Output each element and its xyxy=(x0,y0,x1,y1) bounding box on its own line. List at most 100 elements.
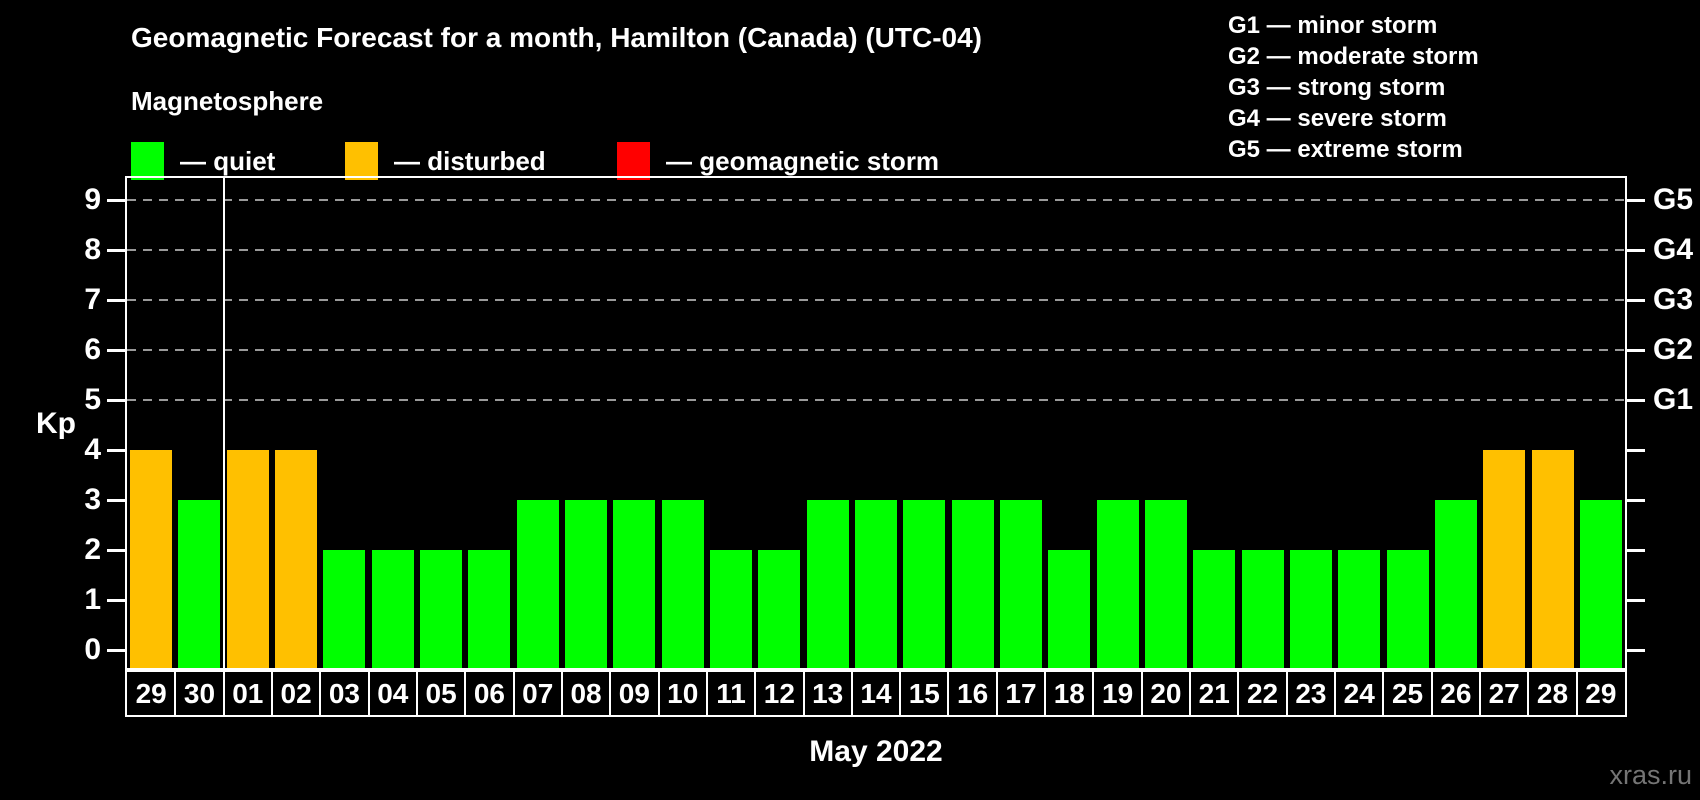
day-cell-divider xyxy=(174,670,177,717)
kp-bar xyxy=(130,450,173,668)
kp-bar xyxy=(275,450,318,668)
day-label-cell: 18 xyxy=(1053,678,1085,709)
day-cell-divider xyxy=(1189,670,1192,717)
kp-tick-label: 5 xyxy=(84,383,101,416)
day-label-cell: 11 xyxy=(716,678,746,709)
day-cell-divider xyxy=(899,670,902,717)
kp-tick-right xyxy=(1627,549,1645,552)
day-label-cell: 30 xyxy=(183,678,216,709)
day-label-cell: 08 xyxy=(570,678,602,709)
kp-tick-left xyxy=(107,399,125,402)
day-label-cell: 28 xyxy=(1536,678,1569,709)
kp-bar xyxy=(565,500,608,668)
month-separator-line xyxy=(222,178,225,668)
plot-border-bottom xyxy=(125,668,1627,670)
day-label-cell: 06 xyxy=(473,678,505,709)
storm-scale-g2: G2 — moderate storm xyxy=(1228,43,1479,70)
legend-label-storm: — geomagnetic storm xyxy=(666,145,940,176)
kp-bar xyxy=(226,450,269,668)
kp-bar xyxy=(371,550,414,668)
day-label-cell: 22 xyxy=(1246,678,1279,709)
kp-tick-label: 4 xyxy=(84,433,101,466)
storm-scale-g1: G1 — minor storm xyxy=(1228,12,1438,39)
day-label-cell: 01 xyxy=(232,678,264,709)
day-cell-divider xyxy=(995,670,998,717)
kp-bar xyxy=(178,500,221,668)
plot-border-top xyxy=(125,176,1627,178)
day-cell-divider xyxy=(1479,670,1482,717)
kp-tick-left xyxy=(107,449,125,452)
day-cell-divider xyxy=(1575,670,1578,717)
day-cell-divider xyxy=(754,670,757,717)
kp-bar xyxy=(710,550,753,668)
kp-tick-left xyxy=(107,299,125,302)
kp-bar xyxy=(1338,550,1381,668)
y-axis-right xyxy=(1625,176,1627,670)
kp-bar xyxy=(468,550,511,668)
day-label-cell: 17 xyxy=(1005,678,1037,709)
day-label-cell: 05 xyxy=(425,678,457,709)
day-label-cell: 12 xyxy=(763,678,795,709)
day-cell-divider xyxy=(319,670,322,717)
kp-tick-label: 1 xyxy=(84,583,101,616)
kp-bar xyxy=(1048,550,1091,668)
day-cell-divider xyxy=(1430,670,1433,717)
kp-tick-right xyxy=(1627,349,1645,352)
kp-tick-left xyxy=(107,599,125,602)
xras-watermark: xras.ru xyxy=(1609,760,1692,790)
day-cell-divider xyxy=(1382,670,1385,717)
kp-bar xyxy=(1483,450,1526,668)
kp-bar xyxy=(1193,550,1236,668)
legend-item-quiet: — quiet xyxy=(131,142,275,180)
day-label-cell: 15 xyxy=(908,678,940,709)
kp-bar xyxy=(903,500,946,668)
day-label-cell: 16 xyxy=(957,678,989,709)
legend-label-quiet: — quiet xyxy=(180,145,276,176)
month-axis-label: May 2022 xyxy=(809,735,943,768)
legend-label-disturbed: — disturbed xyxy=(394,145,546,176)
kp-bar xyxy=(516,500,559,668)
storm-scale-g5: G5 — extreme storm xyxy=(1228,136,1463,163)
day-label-cell: 07 xyxy=(522,678,554,709)
kp-bar xyxy=(1096,500,1139,668)
kp-tick-left xyxy=(107,249,125,252)
day-cell-divider xyxy=(1092,670,1095,717)
day-label-cell: 19 xyxy=(1102,678,1134,709)
day-label-cell: 27 xyxy=(1488,678,1520,709)
storm-color-swatch xyxy=(617,142,650,180)
legend-item-disturbed: — disturbed xyxy=(345,142,546,180)
kp-tick-right xyxy=(1627,599,1645,602)
day-label-cell: 04 xyxy=(377,678,409,709)
kp-bar xyxy=(758,550,801,668)
day-cell-divider xyxy=(1527,670,1530,717)
day-cell-divider xyxy=(850,670,853,717)
day-cell-divider xyxy=(464,670,467,717)
day-cell-divider xyxy=(367,670,370,717)
day-label-cell: 13 xyxy=(812,678,844,709)
day-cell-divider xyxy=(560,670,563,717)
day-cell-divider xyxy=(270,670,273,717)
disturbed-color-swatch xyxy=(345,142,378,180)
day-cell-divider xyxy=(1334,670,1337,717)
day-cell-divider xyxy=(657,670,660,717)
kp-bar xyxy=(613,500,656,668)
kp-bar xyxy=(855,500,897,668)
kp-tick-label: 6 xyxy=(84,333,101,366)
day-cell-divider xyxy=(947,670,950,717)
kp-tick-left xyxy=(107,349,125,352)
day-label-cell: 09 xyxy=(618,678,650,709)
kp-tick-label: 3 xyxy=(84,483,101,516)
day-cell-divider xyxy=(415,670,418,717)
day-label-cell: 26 xyxy=(1440,678,1472,709)
kp-bar xyxy=(420,550,463,668)
g-scale-label: G5 xyxy=(1653,183,1694,216)
day-cell-divider xyxy=(1285,670,1288,717)
day-label-cell: 23 xyxy=(1295,678,1327,709)
kp-bar xyxy=(1531,450,1574,668)
kp-tick-right xyxy=(1627,199,1645,202)
day-cell-divider xyxy=(705,670,708,717)
quiet-color-swatch xyxy=(131,142,164,180)
day-label-cell: 14 xyxy=(860,678,892,709)
y-axis-left xyxy=(125,176,127,670)
